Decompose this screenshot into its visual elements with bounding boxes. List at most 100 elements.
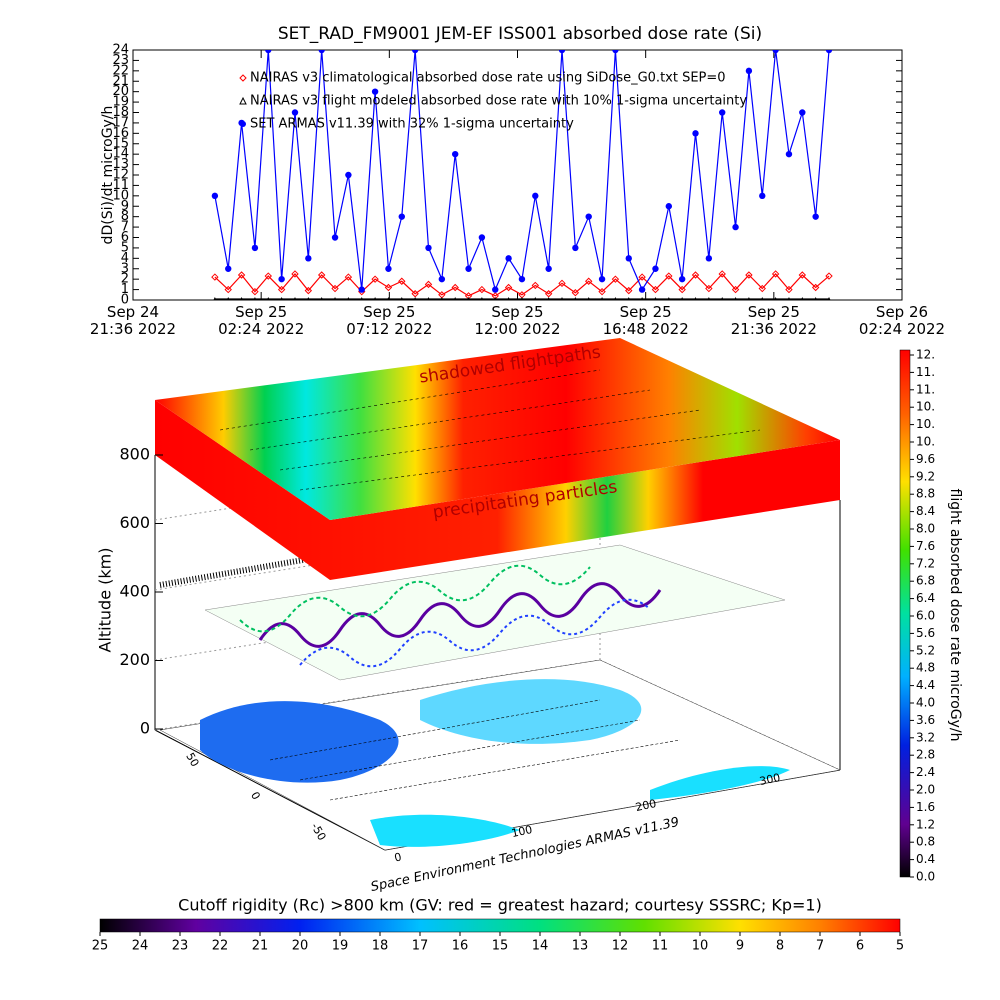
point xyxy=(411,290,419,298)
colorbar-tick-label: 11. xyxy=(916,365,935,379)
x-tick-label: Sep 25 12:00 2022 xyxy=(474,303,561,338)
point xyxy=(291,109,299,116)
point xyxy=(691,271,700,279)
point xyxy=(545,265,552,272)
point xyxy=(785,150,793,158)
point xyxy=(384,283,393,292)
y-tick-label: 7 xyxy=(121,220,129,235)
y-tick-label: 21 xyxy=(112,74,129,89)
slab-top xyxy=(155,338,840,520)
point xyxy=(640,296,644,300)
x-tick-label: Sep 25 02:24 2022 xyxy=(218,303,305,338)
legend-label: NAIRAS v3 climatological absorbed dose r… xyxy=(250,71,726,86)
colorbar-tick-label: 0.8 xyxy=(916,835,935,849)
slab-tracks xyxy=(219,369,761,491)
point xyxy=(280,296,284,300)
colorbar-tick-label: 0.0 xyxy=(916,870,935,884)
colorbar-tick-label: 4.0 xyxy=(916,696,935,710)
point xyxy=(692,130,699,137)
map-land xyxy=(200,701,399,783)
y-tick-label: 19 xyxy=(112,95,129,110)
point xyxy=(653,296,657,300)
point xyxy=(320,296,324,300)
y-tick-label: 10 xyxy=(112,188,129,203)
point xyxy=(331,234,339,241)
y-tick-label: 9 xyxy=(121,199,129,214)
colorbar-tick-label: 2.0 xyxy=(916,783,935,797)
point xyxy=(277,285,286,294)
point xyxy=(665,203,673,210)
point xyxy=(680,296,684,300)
point xyxy=(467,296,471,300)
y-axis-label: dD(Si)/dt microGy/h xyxy=(100,106,116,245)
dose-colorbar-label: flight absorbed dose rate microGy/h xyxy=(947,489,963,742)
series-line xyxy=(214,50,830,292)
point xyxy=(305,255,312,262)
y-tick-label: 8 xyxy=(121,209,129,224)
y-tick-label: 20 xyxy=(112,84,129,99)
z-tick-label: 0 xyxy=(140,719,150,738)
colorbar-tick-label: 17 xyxy=(412,939,429,954)
point xyxy=(318,50,325,54)
chart-title: SET_RAD_FM9001 JEM-EF ISS001 absorbed do… xyxy=(278,24,762,44)
y-tick-label: 18 xyxy=(112,105,129,120)
point xyxy=(827,296,831,300)
point xyxy=(440,296,444,300)
legend-symbol xyxy=(240,121,246,127)
colorbar-tick-label: 5 xyxy=(896,939,904,954)
point xyxy=(507,296,511,300)
point xyxy=(331,284,339,293)
y-tick-label: 23 xyxy=(112,53,129,68)
point xyxy=(600,296,604,300)
point xyxy=(800,296,804,300)
lat-tick-label: 0 xyxy=(248,789,263,802)
y-tick-label: 3 xyxy=(121,261,129,276)
point xyxy=(613,296,617,300)
point xyxy=(731,285,740,294)
point xyxy=(719,109,726,116)
colorbar-tick-label: 6.4 xyxy=(916,591,935,605)
colorbar-tick-label: 6.0 xyxy=(916,609,935,623)
point xyxy=(627,296,631,300)
point xyxy=(346,296,350,300)
z-tick-label: 600 xyxy=(119,513,150,532)
point xyxy=(253,296,257,300)
scene-axis xyxy=(154,729,386,851)
y-tick-label: 1 xyxy=(121,282,129,297)
track-plane xyxy=(204,544,786,681)
point xyxy=(785,285,793,294)
legend-symbol xyxy=(239,74,247,82)
point xyxy=(386,296,390,300)
point xyxy=(771,270,780,278)
point xyxy=(426,296,431,300)
point xyxy=(678,285,686,294)
slab-front xyxy=(155,400,840,580)
y-tick-label: 14 xyxy=(112,147,129,162)
point xyxy=(505,255,512,262)
point xyxy=(718,270,726,278)
point xyxy=(678,275,686,283)
y-tick-label: 22 xyxy=(112,63,129,78)
y-tick-label: 5 xyxy=(121,240,129,255)
point xyxy=(278,275,285,283)
point xyxy=(760,296,764,300)
point xyxy=(547,296,551,300)
colorbar-tick-label: 10 xyxy=(692,939,709,954)
rigidity-colorbar-title: Cutoff rigidity (Rc) >800 km (GV: red = … xyxy=(178,896,822,915)
colorbar-tick-label: 7.6 xyxy=(916,539,935,553)
colorbar-tick-label: 2.8 xyxy=(916,748,935,762)
point xyxy=(825,50,833,54)
colorbar-tick-label: 23 xyxy=(172,939,189,954)
y-tick-label: 6 xyxy=(121,230,129,245)
lat-tick-label: -50 xyxy=(308,821,328,843)
point xyxy=(371,88,379,95)
colorbar-tick-label: 7.2 xyxy=(916,556,935,570)
colorbar-tick-label: 22 xyxy=(212,939,229,954)
z-tick-label: 200 xyxy=(119,650,150,669)
point xyxy=(360,296,364,300)
point xyxy=(226,296,230,300)
point xyxy=(772,50,779,54)
point xyxy=(304,286,313,295)
point xyxy=(532,192,539,200)
